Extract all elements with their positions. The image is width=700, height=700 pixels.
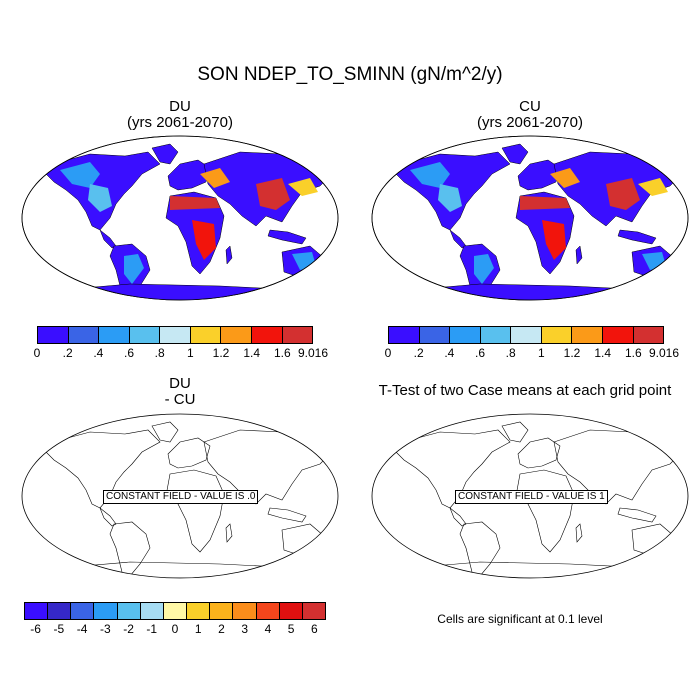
colorbar-diff-tick-label: -1 (146, 622, 158, 636)
map-cu-land (389, 143, 683, 300)
colorbar-du-tick-label: .8 (154, 346, 165, 360)
colorbar-cu-tick-label: 9.016 (648, 346, 680, 360)
colorbar-cu-tick-label: .6 (474, 346, 486, 360)
colorbar-du-swatch (99, 327, 130, 343)
colorbar-du-tick-label: .6 (123, 346, 135, 360)
colorbar-du-tick-label: .2 (62, 346, 73, 360)
colorbar-du-tick-label: 1.6 (273, 346, 291, 360)
panel-diff-title: DU - CU (20, 376, 340, 408)
colorbar-diff-tick-label: -6 (30, 622, 41, 636)
colorbar-diff-tick-label: -2 (123, 622, 134, 636)
colorbar-cu-tick-label: 1 (537, 346, 545, 360)
panel-du-subtitle: (yrs 2061-2070) (127, 114, 233, 131)
colorbar-du (37, 326, 313, 344)
colorbar-cu-swatch (541, 327, 573, 343)
colorbar-diff-tick-label: 3 (241, 622, 249, 636)
colorbar-cu-swatch (450, 327, 481, 343)
constant-field-label-diff: CONSTANT FIELD - VALUE IS .0 (103, 490, 259, 504)
panel-diff-title-text: DU (169, 375, 191, 392)
colorbar-cu-swatch (511, 327, 542, 343)
colorbar-diff-tick-label: 5 (287, 622, 295, 636)
colorbar-cu-swatch (633, 327, 664, 343)
colorbar-diff-swatch (94, 603, 118, 619)
significance-note: Cells are significant at 0.1 level (437, 612, 603, 626)
colorbar-diff-tick-label: 6 (311, 622, 318, 636)
colorbar-diff-swatch (71, 603, 95, 619)
colorbar-diff-swatch (302, 603, 326, 619)
colorbar-du-tick-label: 1.4 (243, 346, 260, 360)
map-du (21, 135, 339, 301)
colorbar-du-swatch (282, 327, 313, 343)
colorbar-diff-swatch (163, 603, 188, 619)
colorbar-cu-swatch (602, 327, 634, 343)
colorbar-du-swatch (221, 327, 252, 343)
colorbar-cu-swatch (572, 327, 603, 343)
colorbar-cu-tick-label: 0 (384, 346, 392, 360)
colorbar-cu (388, 326, 664, 344)
colorbar-cu-ticks: 0 .2 .4 .6 .8 1 1.2 1.4 1.6 9.016 (384, 346, 679, 362)
colorbar-diff-tick-label: 0 (171, 622, 179, 636)
panel-ttest-title: T-Test of two Case means at each grid po… (378, 382, 672, 399)
colorbar-du-swatch (38, 327, 69, 343)
colorbar-diff (24, 602, 326, 620)
figure-title: SON NDEP_TO_SMINN (gN/m^2/y) (197, 64, 503, 85)
colorbar-cu-tick-label: .8 (505, 346, 516, 360)
map-du-land (39, 143, 333, 300)
colorbar-cu-tick-label: 1.4 (594, 346, 611, 360)
constant-field-label-ttest: CONSTANT FIELD - VALUE IS 1 (455, 490, 608, 504)
colorbar-diff-swatch (25, 603, 49, 619)
colorbar-diff-tick-label: 2 (218, 622, 225, 636)
colorbar-du-swatch (160, 327, 191, 343)
colorbar-diff-swatch (233, 603, 257, 619)
colorbar-cu-swatch (480, 327, 512, 343)
colorbar-cu-tick-label: 1.6 (624, 346, 642, 360)
colorbar-diff-ticks: -6 -5 -4 -3 -2 -1 0 1 2 3 4 5 6 (24, 622, 326, 638)
colorbar-du-swatch (190, 327, 222, 343)
colorbar-du-ticks: 0 .2 .4 .6 .8 1 1.2 1.4 1.6 9.016 (33, 346, 328, 362)
colorbar-du-tick-label: .4 (93, 346, 104, 360)
colorbar-diff-swatch (117, 603, 141, 619)
colorbar-diff-swatch (187, 603, 211, 619)
colorbar-diff-swatch (210, 603, 234, 619)
panel-cu-title: CU (yrs 2061-2070) (370, 99, 690, 131)
colorbar-diff-tick-label: -4 (76, 622, 88, 636)
colorbar-diff-tick-label: -5 (53, 622, 65, 636)
colorbar-cu-tick-label: .2 (413, 346, 424, 360)
colorbar-cu-swatch (419, 327, 451, 343)
colorbar-diff-tick-label: 1 (194, 622, 202, 636)
colorbar-cu-tick-label: .4 (444, 346, 455, 360)
colorbar-du-swatch (68, 327, 100, 343)
colorbar-diff-swatch (140, 603, 164, 619)
panel-du-title-text: DU (169, 98, 191, 115)
panel-cu-title-text: CU (519, 98, 541, 115)
colorbar-du-tick-label: 1.2 (212, 346, 230, 360)
panel-diff-subtitle: - CU (164, 391, 196, 408)
panel-cu-subtitle: (yrs 2061-2070) (477, 114, 583, 131)
colorbar-du-swatch (129, 327, 161, 343)
panel-du-title: DU (yrs 2061-2070) (20, 99, 340, 131)
colorbar-diff-swatch (48, 603, 72, 619)
colorbar-cu-tick-label: 1.2 (563, 346, 581, 360)
colorbar-diff-swatch (279, 603, 303, 619)
colorbar-diff-swatch (256, 603, 280, 619)
colorbar-du-tick-label: 0 (33, 346, 41, 360)
colorbar-cu-swatch (389, 327, 420, 343)
colorbar-du-tick-label: 9.016 (297, 346, 329, 360)
colorbar-du-tick-label: 1 (186, 346, 194, 360)
colorbar-diff-tick-label: 4 (264, 622, 272, 636)
colorbar-diff-tick-label: -3 (99, 622, 111, 636)
map-cu (371, 135, 689, 301)
colorbar-du-swatch (251, 327, 283, 343)
